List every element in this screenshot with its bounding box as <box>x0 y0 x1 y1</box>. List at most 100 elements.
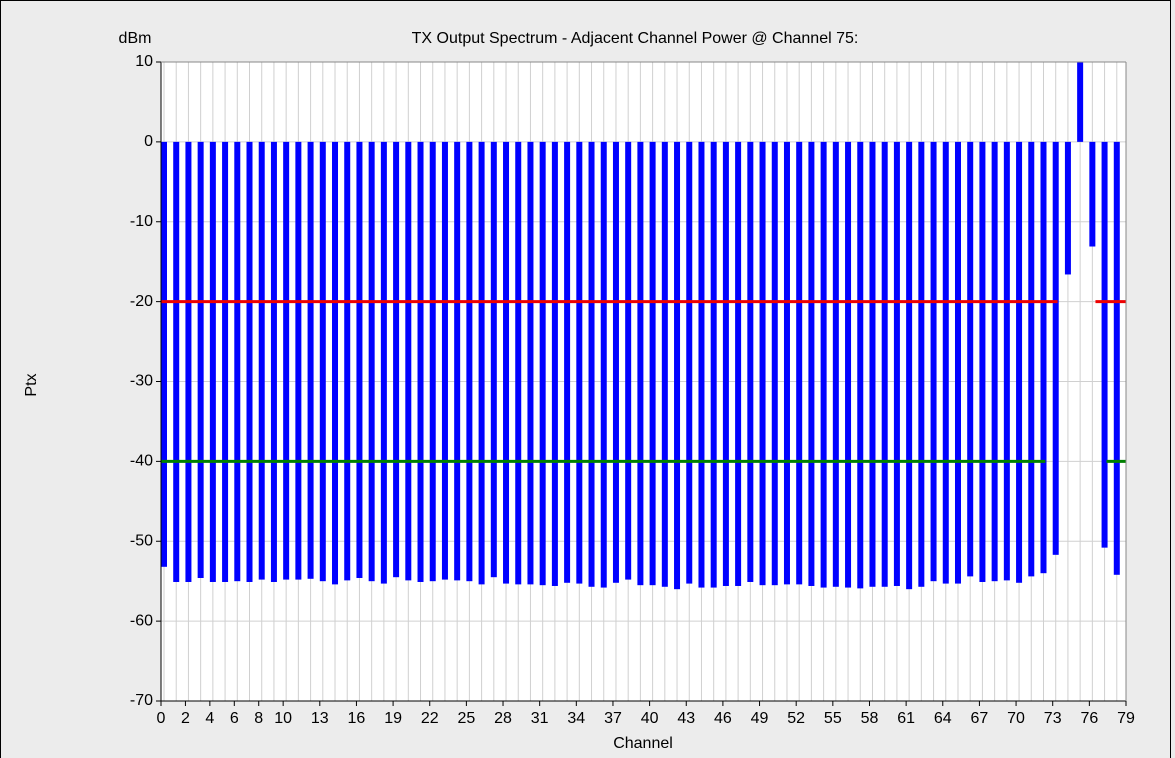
x-tick-label: 2 <box>181 710 190 727</box>
bar <box>332 141 339 585</box>
y-tick-label: -40 <box>130 453 153 470</box>
bar <box>466 141 473 582</box>
bar <box>429 141 436 582</box>
bar <box>234 141 241 582</box>
bar <box>649 141 656 586</box>
bar <box>246 141 253 582</box>
x-tick-label: 10 <box>274 710 292 727</box>
bar <box>1052 141 1059 555</box>
bar <box>808 141 815 586</box>
bar <box>625 141 632 580</box>
bar <box>1016 141 1023 583</box>
x-tick-label: 55 <box>824 710 842 727</box>
x-tick-label: 40 <box>641 710 659 727</box>
bar <box>1064 141 1071 275</box>
x-tick-label: 16 <box>348 710 366 727</box>
bar <box>1040 141 1047 574</box>
bar <box>918 141 925 587</box>
y-tick-label: -70 <box>130 692 153 709</box>
bar <box>503 141 510 584</box>
bar <box>490 141 497 578</box>
y-tick-label: -20 <box>130 293 153 310</box>
x-tick-label: 79 <box>1117 710 1135 727</box>
bar <box>1101 141 1108 548</box>
bar <box>967 141 974 577</box>
bar <box>161 141 167 567</box>
bar <box>1003 141 1010 581</box>
y-tick-label: 10 <box>135 53 153 70</box>
x-tick-label: 6 <box>230 710 239 727</box>
bar <box>295 141 302 580</box>
x-tick-label: 49 <box>751 710 769 727</box>
bar <box>906 141 913 590</box>
bar <box>979 141 986 582</box>
bar <box>674 141 681 590</box>
bar <box>270 141 277 582</box>
x-tick-label: 34 <box>567 710 585 727</box>
x-tick-label: 4 <box>205 710 214 727</box>
bar <box>771 141 778 586</box>
bar <box>222 141 229 582</box>
bar <box>539 141 546 586</box>
bar <box>600 141 607 588</box>
x-tick-label: 76 <box>1080 710 1098 727</box>
y-tick-label: -50 <box>130 532 153 549</box>
x-tick-label: 43 <box>677 710 695 727</box>
bar <box>356 141 363 578</box>
x-tick-label: 19 <box>384 710 402 727</box>
bar <box>405 141 412 581</box>
bar <box>515 141 522 585</box>
bar <box>173 141 180 582</box>
y-tick-label: -30 <box>130 373 153 390</box>
bar <box>319 141 326 582</box>
x-tick-label: 37 <box>604 710 622 727</box>
bar <box>307 141 314 579</box>
bar <box>710 141 717 588</box>
bar <box>820 141 827 588</box>
bar <box>991 141 998 582</box>
chart-title: TX Output Spectrum - Adjacent Channel Po… <box>412 30 859 47</box>
bar <box>441 141 448 580</box>
bar <box>393 141 400 578</box>
bar <box>283 141 290 580</box>
bar <box>209 141 216 582</box>
bar <box>881 141 888 587</box>
bar <box>698 141 705 588</box>
bar <box>527 141 534 585</box>
bar <box>1113 141 1120 575</box>
bar <box>258 141 265 580</box>
x-tick-label: 67 <box>971 710 989 727</box>
bar <box>661 141 668 587</box>
bar <box>1089 141 1096 247</box>
bar <box>637 141 644 586</box>
bar <box>796 141 803 585</box>
bar <box>893 141 900 586</box>
x-tick-label: 64 <box>934 710 952 727</box>
bar <box>735 141 742 586</box>
bar <box>551 141 558 586</box>
bar <box>344 141 351 581</box>
bar <box>722 141 729 586</box>
y-tick-label: -10 <box>130 213 153 230</box>
x-tick-label: 70 <box>1007 710 1025 727</box>
y-tick-label: 0 <box>144 133 153 150</box>
x-tick-label: 31 <box>531 710 549 727</box>
x-tick-label: 58 <box>861 710 879 727</box>
bar <box>1028 141 1035 577</box>
x-tick-label: 28 <box>494 710 512 727</box>
bar <box>942 141 949 584</box>
bar <box>845 141 852 588</box>
bar <box>686 141 693 584</box>
x-tick-label: 52 <box>787 710 805 727</box>
bar <box>930 141 937 582</box>
bar <box>759 141 766 586</box>
x-tick-label: 73 <box>1044 710 1062 727</box>
bar <box>454 141 461 581</box>
bar <box>747 141 754 582</box>
bar <box>612 141 619 583</box>
x-tick-label: 13 <box>311 710 329 727</box>
x-tick-label: 8 <box>254 710 263 727</box>
bar <box>588 141 595 587</box>
bar <box>1077 62 1084 142</box>
